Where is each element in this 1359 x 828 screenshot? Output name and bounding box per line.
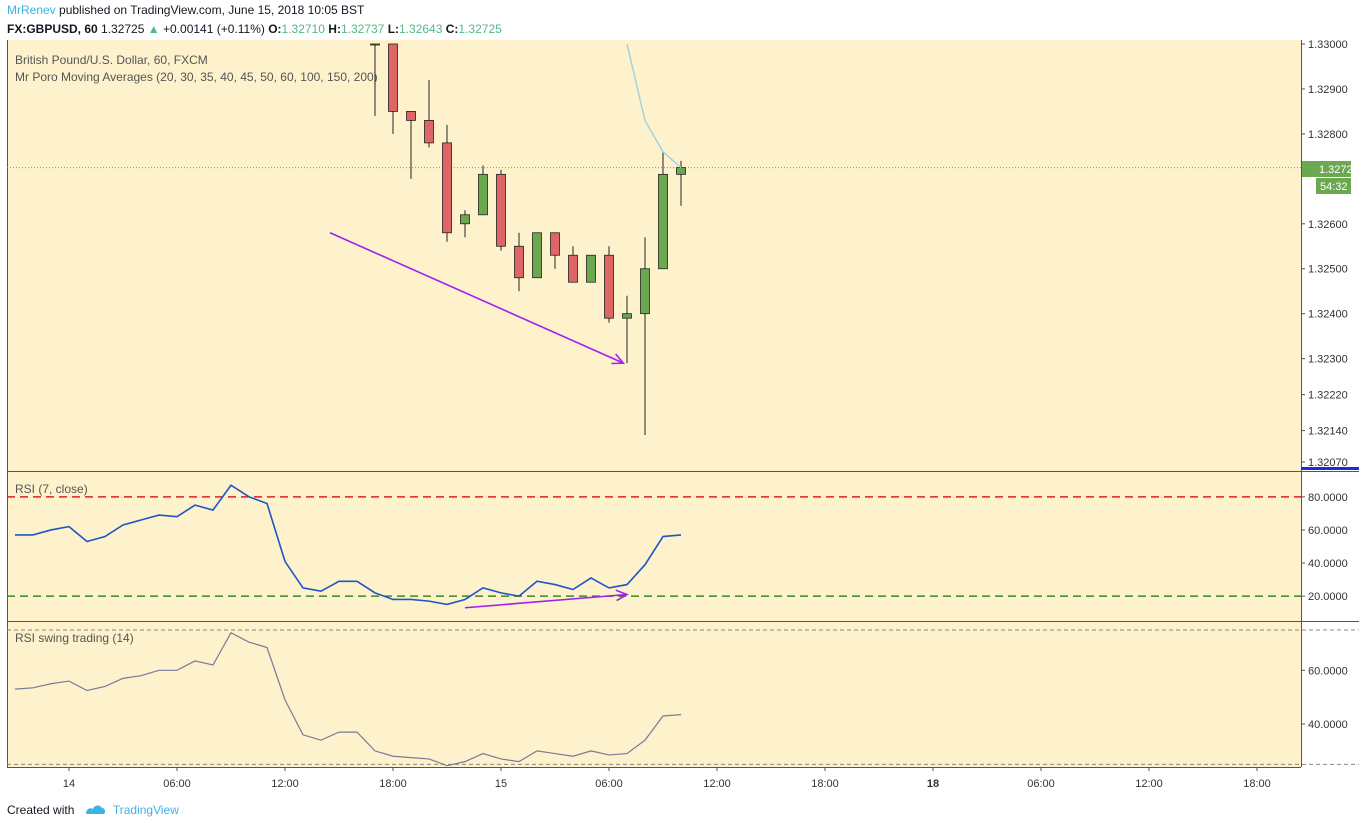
price-pane-bg [7,40,1301,471]
ma-legend: Mr Poro Moving Averages (20, 30, 35, 40,… [15,70,378,84]
price-change: +0.00141 (+0.11%) [163,22,265,36]
price-tick-label: 1.32300 [1308,354,1348,366]
candle-down [550,232,560,256]
price-tick-label: 1.32140 [1308,426,1348,438]
swing-tick-label: 40.0000 [1308,719,1348,731]
instrument-legend: British Pound/U.S. Dollar, 60, FXCM [15,53,208,67]
time-tick-label: 14 [63,778,75,790]
price-tick-label: 1.32220 [1308,390,1348,402]
candle-down [442,142,452,234]
rsi-tick-label: 60.0000 [1308,525,1348,537]
time-tick-label: 18:00 [379,778,407,790]
high-label: H: [328,22,341,36]
time-tick-label: 18:00 [811,778,839,790]
rsi-tick-label: 20.0000 [1308,591,1348,603]
time-tick-label: 15 [495,778,507,790]
candle-up [622,313,632,319]
price-tick-label: 1.32500 [1308,264,1348,276]
time-tick-label: 06:00 [1027,778,1055,790]
swing-rsi-line [14,631,682,767]
candle-up [532,232,542,279]
footer: Created with TradingView [7,803,179,817]
rsi-tick-label: 40.0000 [1308,558,1348,570]
candle-up [640,268,650,315]
price-axis-edge-marker [1301,467,1359,470]
high-value: 1.32737 [340,22,385,36]
rsi-divergence-arrow-head [615,589,629,602]
low-label: L: [387,22,400,36]
price-tick-label: 1.32800 [1308,129,1348,141]
rsi-legend: RSI (7, close) [15,482,88,496]
swing-legend: RSI swing trading (14) [15,631,134,645]
change-up-icon: ▲ [147,22,160,36]
price-tick-label: 1.32070 [1308,457,1348,469]
swing-pane-bg [7,622,1301,767]
low-value: 1.32643 [399,22,443,36]
candle-down [388,43,398,112]
price-tag-value: 1.32725 [1319,164,1359,176]
price-tick-label: 1.33000 [1308,39,1348,51]
close-label: C: [445,22,459,36]
candle-up [370,43,380,46]
tradingview-logo-icon [84,803,106,815]
price-trend-arrow-head [611,353,626,365]
time-tick-label: 06:00 [595,778,623,790]
candle-up [658,173,668,270]
candle-up [676,167,686,175]
open-label: O: [268,22,282,36]
rsi-divergence-arrow [464,593,628,609]
countdown-value: 54:32 [1320,181,1348,193]
countdown-tag [1316,178,1351,194]
candle-up [478,173,488,216]
time-tick-label: 18:00 [1243,778,1271,790]
last-price: 1.32725 [101,22,145,36]
publish-info: published on TradingView.com, June 15, 2… [59,3,365,17]
price-tick-label: 1.32600 [1308,219,1348,231]
candle-down [496,173,506,247]
candle-down [406,111,416,121]
tradingview-link[interactable]: TradingView [112,803,179,817]
price-tick-label: 1.32900 [1308,84,1348,96]
open-value: 1.32710 [281,22,325,36]
time-tick-label: 06:00 [163,778,191,790]
rsi-pane-bg [7,472,1301,621]
price-tick-label: 1.32400 [1308,309,1348,321]
time-tick-label: 12:00 [703,778,731,790]
candle-down [604,254,614,319]
moving-average-line [626,43,682,169]
price-tag [1302,161,1351,177]
close-value: 1.32725 [458,22,502,36]
time-tick-label: 12:00 [1135,778,1163,790]
rsi-line [15,484,682,606]
ohlc-bar: FX:GBPUSD, 60 1.32725 ▲ +0.00141 (+0.11%… [7,22,502,36]
candle-down [568,254,578,283]
time-tick-label: 12:00 [271,778,299,790]
author-link[interactable]: MrRenev [7,3,56,17]
footer-created: Created with [7,803,75,817]
price-trend-arrow [329,232,624,364]
rsi-tick-label: 80.0000 [1308,492,1348,504]
chart-canvas[interactable]: 1.33000 1.32900 1.32800 1.32600 1.32500 1.324… [0,0,1359,800]
time-tick-label: 18 [927,778,939,790]
candle-down [424,120,434,144]
candle-down [514,245,524,279]
symbol-label: FX:GBPUSD, 60 [7,22,98,36]
publish-header: MrRenev published on TradingView.com, Ju… [7,3,364,17]
candle-up [586,254,596,283]
swing-tick-label: 60.0000 [1308,665,1348,677]
candle-up [460,214,470,225]
